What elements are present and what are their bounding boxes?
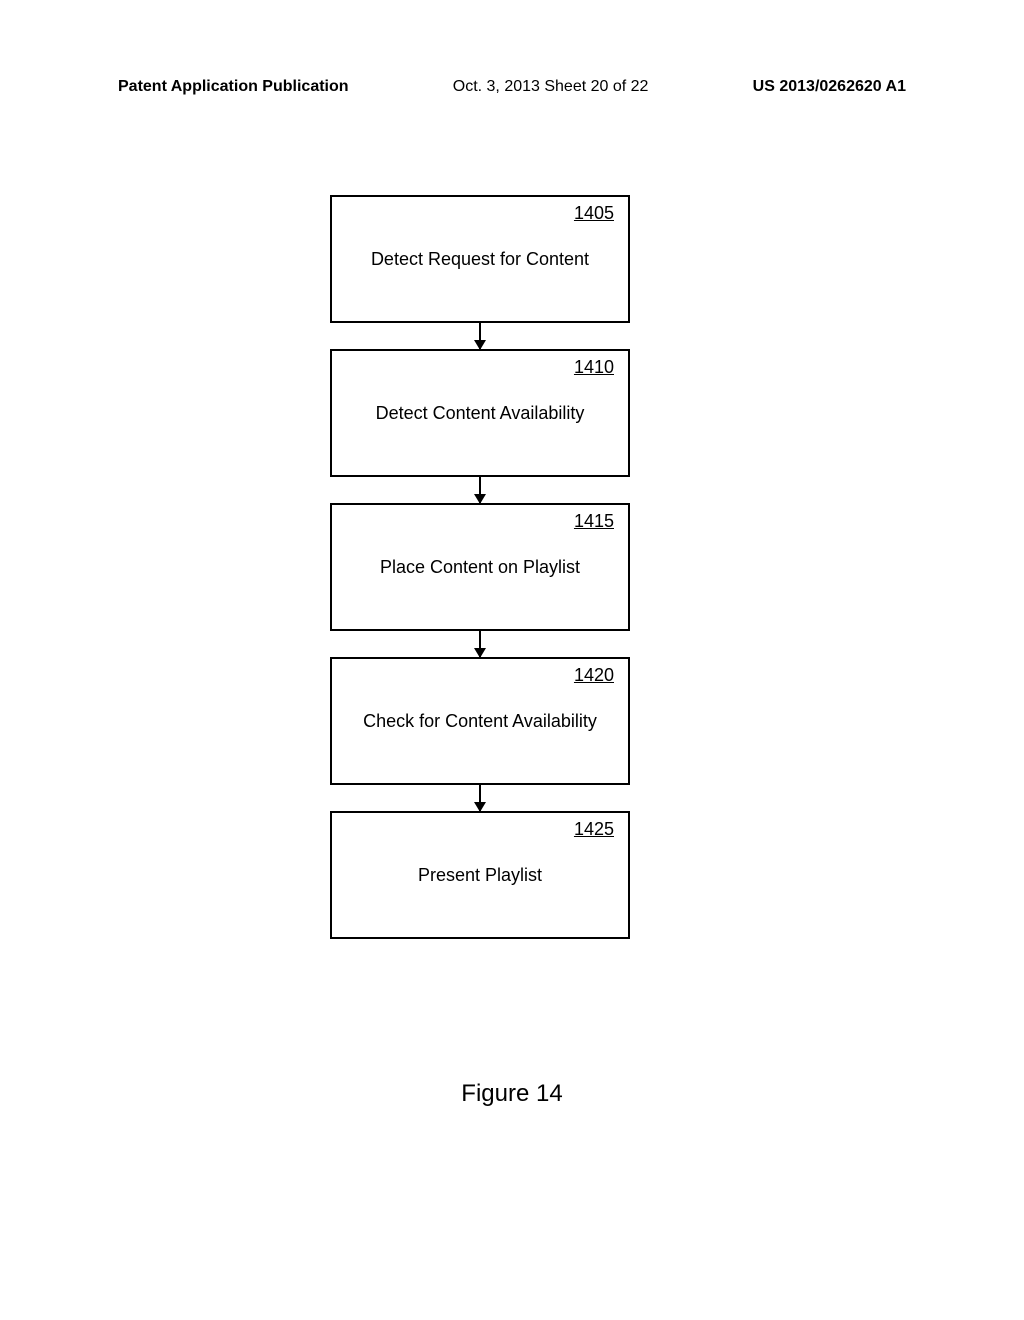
flowchart: 1405 Detect Request for Content 1410 Det… (330, 195, 630, 939)
page-header: Patent Application Publication Oct. 3, 2… (118, 78, 906, 96)
flow-arrow (479, 323, 481, 349)
figure-caption: Figure 14 (0, 1080, 1024, 1108)
flow-node-number: 1420 (574, 665, 614, 686)
flow-node-number: 1410 (574, 357, 614, 378)
header-patent-number: US 2013/0262620 A1 (753, 78, 906, 96)
header-date-sheet: Oct. 3, 2013 Sheet 20 of 22 (453, 78, 649, 96)
flow-arrow (479, 785, 481, 811)
flow-node-number: 1405 (574, 203, 614, 224)
flow-node-label: Detect Request for Content (361, 249, 599, 270)
flow-node: 1415 Place Content on Playlist (330, 503, 630, 631)
flow-node: 1405 Detect Request for Content (330, 195, 630, 323)
flow-node-number: 1415 (574, 511, 614, 532)
flow-node: 1425 Present Playlist (330, 811, 630, 939)
header-publication: Patent Application Publication (118, 78, 349, 96)
flow-arrow (479, 477, 481, 503)
flow-node-label: Detect Content Availability (366, 403, 595, 424)
flow-node-label: Check for Content Availability (353, 711, 607, 732)
flow-arrow (479, 631, 481, 657)
flow-node-label: Place Content on Playlist (370, 557, 590, 578)
flow-node: 1410 Detect Content Availability (330, 349, 630, 477)
flow-node-number: 1425 (574, 819, 614, 840)
flow-node-label: Present Playlist (408, 865, 552, 886)
flow-node: 1420 Check for Content Availability (330, 657, 630, 785)
